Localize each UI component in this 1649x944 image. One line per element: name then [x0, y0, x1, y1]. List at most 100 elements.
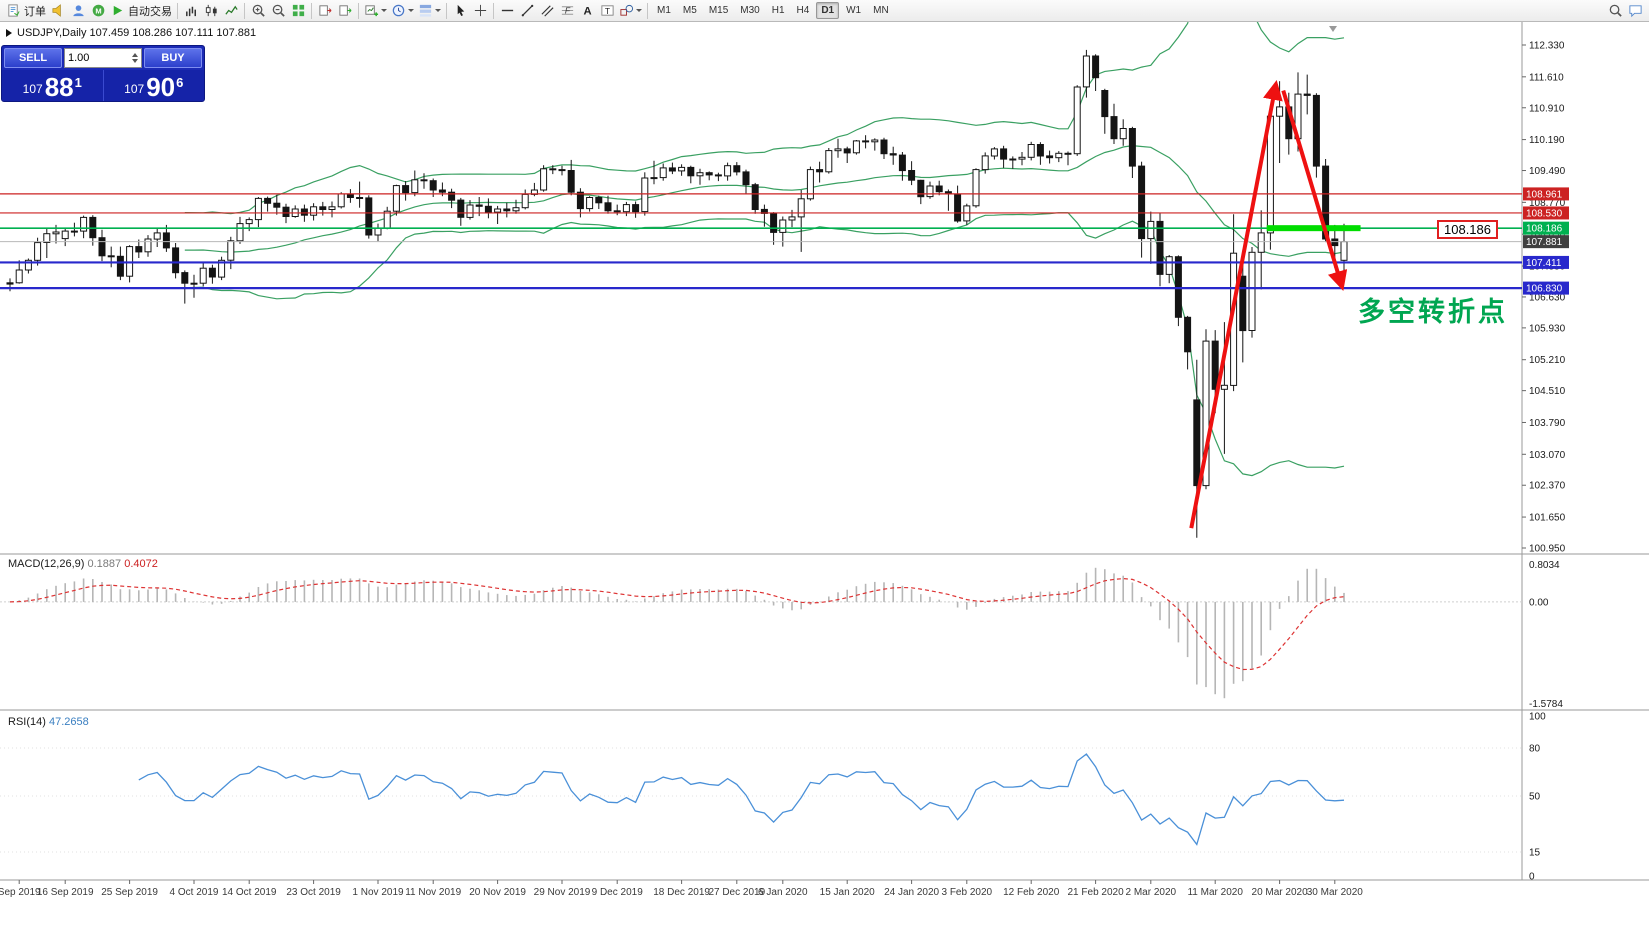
svg-text:0.00: 0.00 [1529, 597, 1549, 608]
volume-down-icon[interactable] [132, 59, 138, 63]
sell-button[interactable]: SELL [4, 48, 62, 68]
linechart-icon [224, 3, 239, 18]
text-button[interactable]: A [577, 1, 597, 20]
svg-text:104.510: 104.510 [1529, 386, 1566, 397]
macd-histogram [18, 567, 1345, 699]
horizontal-line-button[interactable] [497, 1, 517, 20]
shapes-icon [619, 3, 634, 18]
chart-canvas[interactable]: 112.330 111.610 110.910 110.190 109.490 108.7… [0, 22, 1649, 944]
label-button[interactable]: T [597, 1, 617, 20]
buy-price[interactable]: 107 90 6 [104, 70, 205, 101]
search-icon [1608, 3, 1623, 18]
timeframe-mn[interactable]: MN [873, 5, 889, 16]
person-icon [71, 3, 86, 18]
channel-button[interactable] [537, 1, 557, 20]
contacts-button[interactable] [68, 1, 88, 20]
search-button[interactable] [1605, 1, 1625, 20]
svg-text:6 Jan 2020: 6 Jan 2020 [758, 887, 808, 898]
chart-shift-button[interactable] [315, 1, 335, 20]
price-line-label [1523, 206, 1569, 220]
timeframe-m30[interactable]: M30 [740, 5, 760, 16]
svg-text:11 Nov 2019: 11 Nov 2019 [405, 887, 461, 898]
one-click-trading-panel: SELL 1.00 BUY 107 88 1 107 90 6 [1, 45, 205, 102]
timeframe-h4[interactable]: H4 [796, 5, 810, 16]
new-order-button[interactable]: 订单 [4, 1, 48, 20]
svg-text:29 Nov 2019: 29 Nov 2019 [534, 887, 591, 898]
sell-price[interactable]: 107 88 1 [2, 70, 104, 101]
period-button[interactable] [389, 1, 416, 20]
svg-text:27 Dec 2019: 27 Dec 2019 [708, 887, 765, 898]
alerts-button[interactable] [48, 1, 68, 20]
main-plot [6, 22, 1348, 538]
chevron-down-icon[interactable] [381, 9, 387, 12]
volume-spin-buttons[interactable] [132, 53, 138, 63]
toolbar-separator [177, 2, 178, 19]
svg-text:107.881: 107.881 [1526, 237, 1563, 248]
chevron-down-icon[interactable] [408, 9, 414, 12]
timeframe-d1[interactable]: D1 [816, 2, 840, 19]
chat-button[interactable] [1625, 1, 1645, 20]
buy-button[interactable]: BUY [144, 48, 202, 68]
svg-text:102.370: 102.370 [1529, 481, 1566, 492]
timeframe-m5[interactable]: M5 [682, 5, 697, 16]
mql-community-button[interactable]: M [88, 1, 108, 20]
price-axis[interactable]: 112.330 111.610 110.910 110.190 109.490 108.7… [1522, 41, 1566, 555]
shapes-button[interactable] [617, 1, 644, 20]
zoom-in-button[interactable] [248, 1, 268, 20]
svg-text:F: F [564, 5, 570, 15]
svg-text:110.910: 110.910 [1529, 103, 1565, 114]
macd-indicator-title: MACD(12,26,9) 0.1887 0.4072 [8, 558, 158, 570]
trendline-button[interactable] [517, 1, 537, 20]
one-click-expander-icon[interactable] [6, 29, 12, 37]
autotrading-button[interactable]: 自动交易 [108, 1, 174, 20]
svg-text:111.610: 111.610 [1529, 72, 1564, 83]
timeframe-m15[interactable]: M15 [708, 5, 729, 16]
cursor-button[interactable] [450, 1, 470, 20]
volume-stepper[interactable]: 1.00 [64, 48, 142, 68]
bid-price-label [1523, 235, 1569, 249]
new-chart-button[interactable] [362, 1, 389, 20]
templates-button[interactable] [416, 1, 443, 20]
svg-text:T: T [604, 6, 609, 16]
candle-chart-button[interactable] [201, 1, 221, 20]
shift-marker-icon[interactable] [1329, 26, 1337, 32]
turning-point-annotation: 多空转折点 [1358, 297, 1508, 327]
svg-text:24 Jan 2020: 24 Jan 2020 [884, 887, 939, 898]
volume-up-icon[interactable] [132, 53, 138, 57]
svg-text:108.961: 108.961 [1526, 189, 1563, 200]
bars-icon [184, 3, 199, 18]
toolbar-separator [647, 2, 648, 19]
chevron-down-icon[interactable] [435, 9, 441, 12]
crosshair-button[interactable] [470, 1, 490, 20]
svg-text:12 Feb 2020: 12 Feb 2020 [1003, 887, 1060, 898]
bar-chart-button[interactable] [181, 1, 201, 20]
svg-text:A: A [583, 6, 591, 18]
price-line-label [1523, 255, 1569, 269]
volume-value[interactable]: 1.00 [68, 52, 90, 64]
svg-text:2 Mar 2020: 2 Mar 2020 [1126, 887, 1177, 898]
timeframe-h1[interactable]: H1 [771, 5, 785, 16]
svg-text:21 Feb 2020: 21 Feb 2020 [1068, 887, 1125, 898]
timeframe-w1[interactable]: W1 [846, 5, 862, 16]
fibonacci-button[interactable]: F [557, 1, 577, 20]
trend-arrow[interactable] [1189, 79, 1283, 529]
svg-text:25 Sep 2019: 25 Sep 2019 [101, 887, 158, 898]
price-line-label [1523, 281, 1569, 295]
trend-arrow[interactable] [1281, 89, 1348, 292]
svg-text:107.411: 107.411 [1526, 258, 1562, 269]
toolbar-separator [244, 2, 245, 19]
svg-text:20 Nov 2019: 20 Nov 2019 [469, 887, 526, 898]
svg-text:11 Mar 2020: 11 Mar 2020 [1187, 887, 1243, 898]
rsi-line [138, 753, 1345, 846]
chart-title: USDJPY,Daily 107.459 108.286 107.111 107… [17, 27, 257, 39]
support-segment[interactable] [1266, 225, 1361, 232]
chevron-down-icon[interactable] [636, 9, 642, 12]
sell-price-main: 107 [22, 82, 43, 96]
zoom-out-button[interactable] [268, 1, 288, 20]
auto-scroll-button[interactable] [335, 1, 355, 20]
line-chart-button[interactable] [221, 1, 241, 20]
timeframe-m1[interactable]: M1 [657, 5, 671, 16]
tile-windows-button[interactable] [288, 1, 308, 20]
svg-text:-1.5784: -1.5784 [1529, 699, 1563, 710]
